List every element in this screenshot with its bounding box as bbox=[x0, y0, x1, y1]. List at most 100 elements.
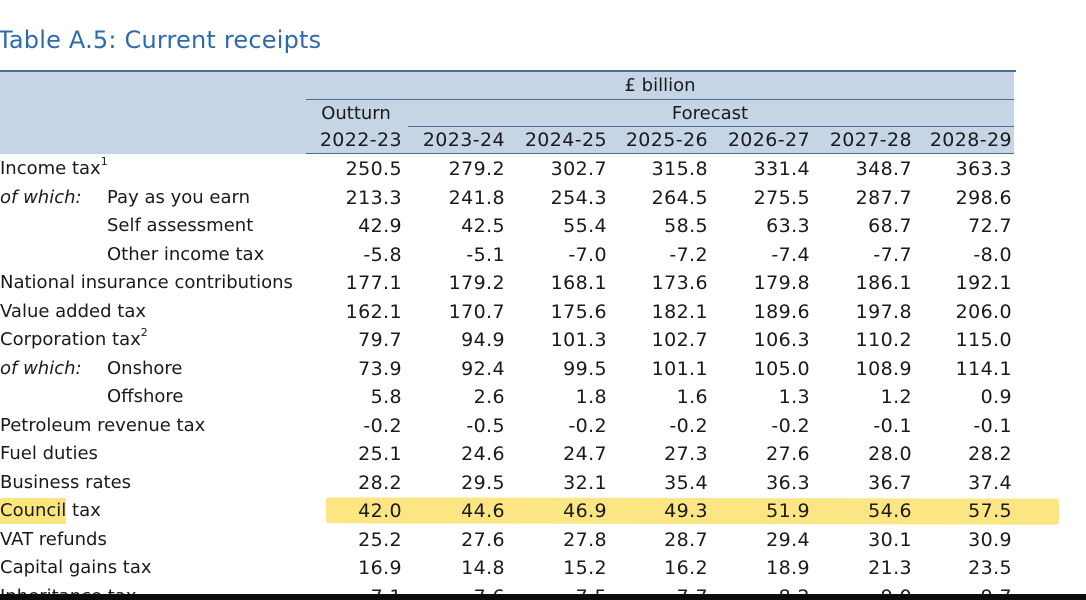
cell-value: 1.8 bbox=[575, 386, 607, 408]
table-row: Corporation tax2 79.7 94.9 101.3 102.7 106.3 1… bbox=[0, 326, 1086, 355]
cell-value: 206.0 bbox=[955, 300, 1012, 323]
unit-label: £ billion bbox=[624, 75, 696, 96]
year-header-2023-24: 2023-24 bbox=[422, 129, 505, 151]
row-label: National insurance contributions bbox=[0, 272, 293, 293]
of-which-label: of which: bbox=[0, 357, 82, 379]
footnote-marker: 2 bbox=[140, 326, 148, 339]
year-header-2024-25: 2024-25 bbox=[524, 129, 607, 151]
cell-value: -0.2 bbox=[669, 414, 708, 437]
cell-value: 27.3 bbox=[664, 443, 708, 465]
cell-value: 101.1 bbox=[651, 357, 708, 380]
cell-value: -0.2 bbox=[568, 414, 607, 437]
cell-value: 36.3 bbox=[766, 471, 810, 494]
year-header-2022-23: 2022-23 bbox=[319, 129, 402, 151]
row-label: Value added tax bbox=[0, 300, 146, 322]
header-divider-forecast bbox=[408, 126, 1014, 127]
row-label: Pay as you earn bbox=[107, 186, 250, 208]
cell-value: 298.6 bbox=[955, 186, 1012, 209]
cell-value: 363.3 bbox=[955, 158, 1012, 180]
cell-value: 1.2 bbox=[880, 386, 912, 408]
cell-value: 108.9 bbox=[855, 357, 912, 380]
cell-value: 179.8 bbox=[753, 272, 810, 294]
table-row: Income tax1 250.5 279.2 302.7 315.8 331.4 348.… bbox=[0, 155, 1086, 184]
table-row: Offshore 5.8 2.6 1.8 1.6 1.3 1.2 0.9 bbox=[0, 383, 1086, 412]
cell-value: -8.0 bbox=[973, 243, 1012, 266]
cell-value: 0.9 bbox=[980, 386, 1012, 408]
cell-value: 44.6 bbox=[461, 500, 505, 522]
cell-value: 186.1 bbox=[855, 272, 912, 294]
cell-value: 54.6 bbox=[868, 500, 912, 522]
table-row: Other income tax -5.8 -5.1 -7.0 -7.2 -7.4 -7.7… bbox=[0, 241, 1086, 270]
cell-value: 94.9 bbox=[461, 329, 505, 351]
cell-value: 213.3 bbox=[345, 186, 402, 209]
cell-value: 275.5 bbox=[753, 186, 810, 209]
cell-value: 36.7 bbox=[868, 471, 912, 494]
cell-value: 331.4 bbox=[753, 158, 810, 180]
cell-value: 254.3 bbox=[550, 186, 607, 209]
forecast-label: Forecast bbox=[671, 103, 749, 124]
year-header-2028-29: 2028-29 bbox=[929, 129, 1012, 151]
table-row: Fuel duties 25.1 24.6 24.7 27.3 27.6 28.0 28.2 bbox=[0, 440, 1086, 469]
row-label: Capital gains tax bbox=[0, 557, 152, 578]
cell-value: 27.8 bbox=[563, 528, 607, 551]
cell-value: -0.2 bbox=[363, 414, 402, 437]
cell-value: 302.7 bbox=[550, 158, 607, 180]
cell-value: -0.1 bbox=[873, 414, 912, 437]
cell-value: -7.4 bbox=[771, 243, 810, 266]
cell-value: 1.6 bbox=[676, 386, 708, 408]
row-label: VAT refunds bbox=[0, 528, 107, 550]
cell-value: 46.9 bbox=[563, 500, 607, 522]
row-label: Council tax bbox=[0, 500, 101, 521]
cell-value: 102.7 bbox=[651, 329, 708, 351]
cell-value: 28.0 bbox=[868, 443, 912, 465]
cell-value: 92.4 bbox=[461, 357, 505, 380]
table-header-band bbox=[0, 72, 1014, 154]
cell-value: -0.2 bbox=[771, 414, 810, 437]
row-label: Income tax1 bbox=[0, 155, 108, 179]
cell-value: 42.5 bbox=[461, 215, 505, 237]
cell-value: 30.9 bbox=[968, 528, 1012, 551]
row-label: Offshore bbox=[107, 386, 184, 407]
cell-value: 241.8 bbox=[448, 186, 505, 209]
cell-value: 21.3 bbox=[868, 557, 912, 579]
cell-value: 25.1 bbox=[358, 443, 402, 465]
cell-value: 57.5 bbox=[968, 500, 1012, 522]
cell-value: 287.7 bbox=[855, 186, 912, 209]
cell-value: 106.3 bbox=[753, 329, 810, 351]
cell-value: 192.1 bbox=[955, 272, 1012, 294]
row-label: Corporation tax2 bbox=[0, 326, 148, 350]
cell-value: -0.1 bbox=[973, 414, 1012, 437]
bottom-edge-bar bbox=[0, 594, 1086, 600]
cell-value: 1.3 bbox=[778, 386, 810, 408]
year-header-2027-28: 2027-28 bbox=[829, 129, 912, 151]
cell-value: 99.5 bbox=[563, 357, 607, 380]
cell-value: 348.7 bbox=[855, 158, 912, 180]
of-which-label: of which: bbox=[0, 186, 82, 208]
cell-value: 79.7 bbox=[358, 329, 402, 351]
table-row: Capital gains tax 16.9 14.8 15.2 16.2 18.9 21.… bbox=[0, 554, 1086, 583]
cell-value: 16.2 bbox=[664, 557, 708, 579]
cell-value: 63.3 bbox=[766, 215, 810, 237]
table-row: Business rates 28.2 29.5 32.1 35.4 36.3 36.7 37… bbox=[0, 469, 1086, 498]
cell-value: 42.9 bbox=[358, 215, 402, 237]
page-title: Table A.5: Current receipts bbox=[0, 26, 322, 54]
row-label: Petroleum revenue tax bbox=[0, 414, 206, 436]
cell-value: 115.0 bbox=[955, 329, 1012, 351]
cell-value: 189.6 bbox=[753, 300, 810, 323]
table-row: VAT refunds 25.2 27.6 27.8 28.7 29.4 30.1 30.9 bbox=[0, 526, 1086, 555]
cell-value: 24.6 bbox=[461, 443, 505, 465]
header-divider-unit bbox=[306, 99, 1014, 100]
cell-value: 29.4 bbox=[766, 528, 810, 551]
row-label: Fuel duties bbox=[0, 443, 98, 464]
cell-value: 30.1 bbox=[868, 528, 912, 551]
cell-value: 25.2 bbox=[358, 528, 402, 551]
cell-value: 42.0 bbox=[358, 500, 402, 522]
cell-value: -0.5 bbox=[466, 414, 505, 437]
cell-value: 279.2 bbox=[448, 158, 505, 180]
cell-value: 16.9 bbox=[358, 557, 402, 579]
cell-value: 23.5 bbox=[968, 557, 1012, 579]
cell-value: -7.0 bbox=[568, 243, 607, 266]
cell-value: 58.5 bbox=[664, 215, 708, 237]
cell-value: 18.9 bbox=[766, 557, 810, 579]
outturn-label: Outturn bbox=[321, 103, 391, 124]
